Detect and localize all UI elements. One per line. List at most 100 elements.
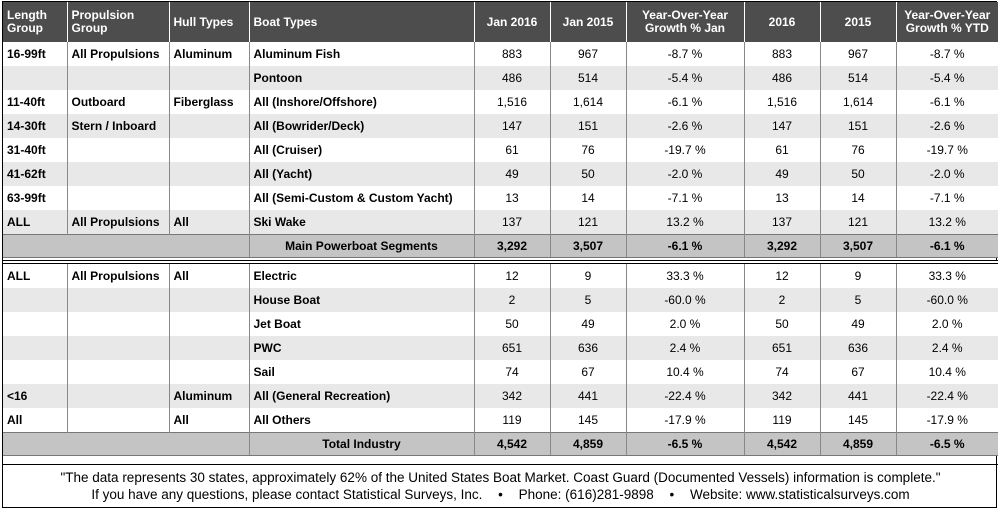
cell-ytd-2016: 137 xyxy=(744,210,821,234)
cell-hull-type xyxy=(169,336,250,360)
cell-jan-2016: 1,516 xyxy=(474,90,551,114)
header-jan-2015: Jan 2015 xyxy=(550,2,627,42)
cell-ytd-2015: 76 xyxy=(820,138,897,162)
cell-yoy-jan: -8.7 % xyxy=(626,42,745,66)
cell-ytd-2016: 61 xyxy=(744,138,821,162)
cell-propulsion-group: All Propulsions xyxy=(67,42,170,66)
total-yoy-jan: -6.1 % xyxy=(626,233,745,258)
cell-propulsion-group xyxy=(67,162,170,186)
header-yoy-jan: Year-Over-Year Growth % Jan xyxy=(626,2,745,42)
cell-boat-type: Electric xyxy=(249,264,475,288)
cell-propulsion-group: All Propulsions xyxy=(67,264,170,288)
cell-jan-2015: 151 xyxy=(550,114,627,138)
cell-yoy-jan: 2.0 % xyxy=(626,312,745,336)
cell-yoy-ytd: 2.0 % xyxy=(896,312,998,336)
cell-ytd-2016: 50 xyxy=(744,312,821,336)
cell-propulsion-group xyxy=(67,360,170,384)
cell-length-group xyxy=(3,312,68,336)
cell-propulsion-group xyxy=(67,138,170,162)
cell-yoy-ytd: -2.6 % xyxy=(896,114,998,138)
cell-length-group: 11-40ft xyxy=(3,90,68,114)
cell-ytd-2016: 342 xyxy=(744,384,821,408)
cell-ytd-2015: 967 xyxy=(820,42,897,66)
cell-jan-2016: 137 xyxy=(474,210,551,234)
cell-propulsion-group: All Propulsions xyxy=(67,210,170,234)
cell-hull-type: Aluminum xyxy=(169,384,250,408)
table-row: Pontoon 486 514 -5.4 % 486 514 -5.4 % xyxy=(3,66,998,90)
cell-hull-type: All xyxy=(169,264,250,288)
cell-jan-2016: 883 xyxy=(474,42,551,66)
cell-ytd-2016: 119 xyxy=(744,408,821,432)
cell-yoy-ytd: -6.1 % xyxy=(896,90,998,114)
total-row-spacer xyxy=(3,431,250,456)
cell-boat-type: All (General Recreation) xyxy=(249,384,475,408)
cell-ytd-2015: 1,614 xyxy=(820,90,897,114)
cell-propulsion-group xyxy=(67,312,170,336)
other-segments-table: ALL All Propulsions All Electric 12 9 33.3 % 12… xyxy=(3,264,998,456)
cell-yoy-jan: -6.1 % xyxy=(626,90,745,114)
footer-website[interactable]: Website: www.statisticalsurveys.com xyxy=(690,487,910,502)
footer-contact-line: If you have any questions, please contac… xyxy=(3,486,998,503)
cell-jan-2015: 5 xyxy=(550,288,627,312)
cell-hull-type xyxy=(169,186,250,210)
table-row: 41-62ft All (Yacht) 49 50 -2.0 % 49 50 -2.0 % xyxy=(3,162,998,186)
cell-ytd-2016: 74 xyxy=(744,360,821,384)
cell-ytd-2015: 145 xyxy=(820,408,897,432)
total-label: Main Powerboat Segments xyxy=(249,233,475,258)
cell-length-group xyxy=(3,288,68,312)
cell-yoy-ytd: 13.2 % xyxy=(896,210,998,234)
cell-yoy-ytd: 2.4 % xyxy=(896,336,998,360)
cell-jan-2015: 441 xyxy=(550,384,627,408)
cell-hull-type xyxy=(169,162,250,186)
table-row: Sail 74 67 10.4 % 74 67 10.4 % xyxy=(3,360,998,384)
cell-boat-type: All (Inshore/Offshore) xyxy=(249,90,475,114)
total-label: Total Industry xyxy=(249,431,475,456)
cell-length-group: ALL xyxy=(3,210,68,234)
cell-ytd-2016: 147 xyxy=(744,114,821,138)
cell-ytd-2016: 2 xyxy=(744,288,821,312)
cell-hull-type xyxy=(169,114,250,138)
cell-yoy-jan: 33.3 % xyxy=(626,264,745,288)
header-yoy-ytd: Year-Over-Year Growth % YTD xyxy=(896,2,998,42)
cell-jan-2016: 486 xyxy=(474,66,551,90)
cell-propulsion-group xyxy=(67,186,170,210)
table-row: <16 Aluminum All (General Recreation) 342 44… xyxy=(3,384,998,408)
cell-ytd-2015: 636 xyxy=(820,336,897,360)
cell-ytd-2015: 9 xyxy=(820,264,897,288)
cell-yoy-ytd: -8.7 % xyxy=(896,42,998,66)
cell-jan-2016: 2 xyxy=(474,288,551,312)
cell-boat-type: All (Yacht) xyxy=(249,162,475,186)
cell-jan-2015: 145 xyxy=(550,408,627,432)
footer-contact: If you have any questions, please contac… xyxy=(91,487,483,502)
cell-ytd-2016: 486 xyxy=(744,66,821,90)
cell-ytd-2015: 67 xyxy=(820,360,897,384)
header-row: Length Group Propulsion Group Hull Types B… xyxy=(3,2,998,42)
cell-boat-type: Pontoon xyxy=(249,66,475,90)
cell-hull-type xyxy=(169,312,250,336)
cell-propulsion-group xyxy=(67,408,170,432)
total-row: Main Powerboat Segments 3,292 3,507 -6.1 % 3… xyxy=(3,233,998,258)
total-ytd-2015: 4,859 xyxy=(820,431,897,456)
cell-yoy-ytd: -7.1 % xyxy=(896,186,998,210)
cell-yoy-ytd: -19.7 % xyxy=(896,138,998,162)
cell-jan-2016: 74 xyxy=(474,360,551,384)
total-ytd-2015: 3,507 xyxy=(820,233,897,258)
cell-ytd-2016: 49 xyxy=(744,162,821,186)
cell-ytd-2016: 13 xyxy=(744,186,821,210)
total-row-spacer xyxy=(3,233,250,258)
cell-length-group: 16-99ft xyxy=(3,42,68,66)
cell-yoy-jan: -2.0 % xyxy=(626,162,745,186)
cell-ytd-2016: 651 xyxy=(744,336,821,360)
cell-yoy-jan: 13.2 % xyxy=(626,210,745,234)
bullet-separator: • xyxy=(498,487,503,502)
table-row: 14-30ft Stern / Inboard All (Bowrider/Deck… xyxy=(3,114,998,138)
cell-jan-2015: 1,614 xyxy=(550,90,627,114)
cell-yoy-ytd: 33.3 % xyxy=(896,264,998,288)
total-ytd-2016: 4,542 xyxy=(744,431,821,456)
cell-jan-2016: 12 xyxy=(474,264,551,288)
cell-yoy-jan: -7.1 % xyxy=(626,186,745,210)
cell-ytd-2015: 441 xyxy=(820,384,897,408)
header-hull-types: Hull Types xyxy=(169,2,250,42)
cell-yoy-jan: -19.7 % xyxy=(626,138,745,162)
